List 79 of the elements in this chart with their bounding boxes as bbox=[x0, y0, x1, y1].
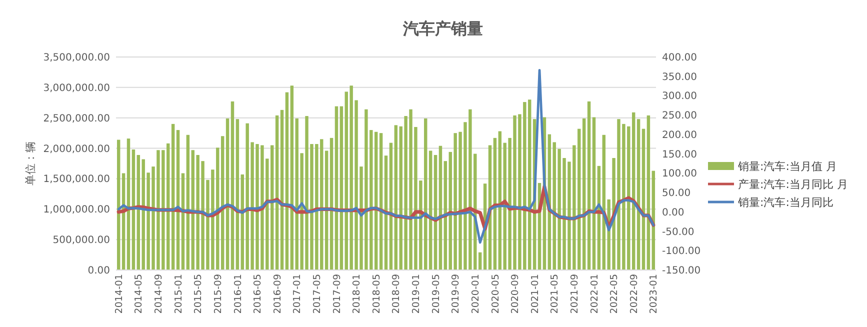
legend-label: 销量:汽车:当月同比 bbox=[737, 196, 834, 209]
x-tick-label: 2022-01 bbox=[589, 274, 600, 314]
x-tick-label: 2014-05 bbox=[134, 274, 145, 314]
y2-tick-label: -100.00 bbox=[662, 246, 701, 258]
x-tick-label: 2015-05 bbox=[193, 274, 204, 314]
y-tick-label: 500,000.00 bbox=[52, 235, 110, 246]
bar bbox=[186, 134, 190, 270]
bar bbox=[384, 156, 388, 270]
y2-tick-label: 200.00 bbox=[662, 130, 697, 141]
x-tick-label: 2017-01 bbox=[292, 274, 304, 314]
bar bbox=[582, 118, 586, 270]
y2-tick-label: 50.00 bbox=[662, 188, 691, 200]
bar bbox=[334, 106, 338, 270]
bar bbox=[280, 110, 284, 270]
chart-title: 汽车产销量 bbox=[402, 19, 483, 38]
bar bbox=[389, 142, 393, 270]
y2-tick-label: -50.00 bbox=[662, 226, 694, 238]
x-tick-label: 2015-09 bbox=[212, 274, 224, 314]
bar bbox=[592, 117, 596, 270]
bar bbox=[642, 128, 646, 270]
legend-label: 销量:汽车:当月值 月 bbox=[737, 160, 837, 173]
y2-tick-label: 350.00 bbox=[662, 72, 697, 83]
x-tick-label: 2021-09 bbox=[569, 274, 580, 314]
x-tick-label: 2018-05 bbox=[371, 274, 382, 314]
bar bbox=[230, 101, 234, 270]
bar bbox=[478, 252, 482, 270]
x-tick-label: 2016-09 bbox=[272, 274, 284, 314]
bar bbox=[324, 150, 328, 270]
y2-tick-label: 0.00 bbox=[662, 207, 684, 218]
bar bbox=[236, 119, 240, 270]
y2-tick-label: -150.00 bbox=[662, 266, 701, 276]
y-tick-label: 1,000,000.00 bbox=[43, 204, 110, 216]
x-tick-label: 2019-09 bbox=[450, 274, 462, 314]
line-series bbox=[117, 68, 655, 244]
x-tick-label: 2018-09 bbox=[391, 274, 402, 314]
y2-tick-label: 300.00 bbox=[662, 91, 697, 102]
bar bbox=[226, 118, 230, 270]
y2-tick-label: 250.00 bbox=[662, 110, 697, 122]
y-tick-label: 2,500,000.00 bbox=[43, 113, 110, 124]
bar bbox=[126, 138, 130, 270]
legend-label: 产量:汽车:当月同比 月 bbox=[738, 178, 848, 191]
x-tick-label: 2022-05 bbox=[609, 274, 620, 314]
x-tick-label: 2020-05 bbox=[490, 274, 502, 314]
x-tick-label: 2021-01 bbox=[530, 274, 541, 314]
bar bbox=[330, 138, 334, 270]
y-axis-title: 单位：辆 bbox=[24, 142, 37, 186]
y-tick-label: 1,500,000.00 bbox=[43, 174, 110, 186]
y2-tick-label: 100.00 bbox=[662, 168, 697, 180]
x-tick-label: 2022-09 bbox=[628, 274, 640, 314]
x-tick-label: 2015-01 bbox=[173, 274, 184, 314]
bar bbox=[379, 133, 383, 270]
y-tick-label: 2,000,000.00 bbox=[43, 144, 110, 155]
bar bbox=[171, 124, 175, 270]
x-tick-label: 2014-01 bbox=[114, 274, 125, 314]
bar bbox=[587, 101, 591, 270]
x-tick-label: 2021-05 bbox=[550, 274, 561, 314]
x-tick-label: 2016-01 bbox=[232, 274, 244, 314]
bar bbox=[428, 150, 432, 270]
x-tick-label: 2020-01 bbox=[470, 274, 482, 314]
x-tick-label: 2017-09 bbox=[332, 274, 343, 314]
x-tick-label: 2019-05 bbox=[430, 274, 442, 314]
bar bbox=[285, 92, 289, 270]
y-tick-label: 3,000,000.00 bbox=[43, 82, 110, 94]
y-tick-label: 3,500,000.00 bbox=[43, 52, 110, 64]
x-tick-label: 2016-05 bbox=[252, 274, 264, 314]
x-tick-label: 2017-05 bbox=[312, 274, 323, 314]
bar bbox=[438, 146, 442, 270]
bar bbox=[340, 106, 344, 270]
x-tick-label: 2018-01 bbox=[352, 274, 363, 314]
x-tick-label: 2014-09 bbox=[154, 274, 165, 314]
x-tick-label: 2020-09 bbox=[510, 274, 522, 314]
y2-tick-label: 150.00 bbox=[662, 149, 697, 160]
y-tick-label: 0.00 bbox=[88, 266, 110, 276]
y2-tick-label: 400.00 bbox=[662, 52, 697, 64]
bar bbox=[275, 115, 279, 270]
bar bbox=[290, 86, 294, 270]
bar bbox=[132, 150, 136, 270]
x-tick-label: 2023-01 bbox=[648, 274, 660, 314]
x-tick-label: 2019-01 bbox=[411, 274, 422, 314]
